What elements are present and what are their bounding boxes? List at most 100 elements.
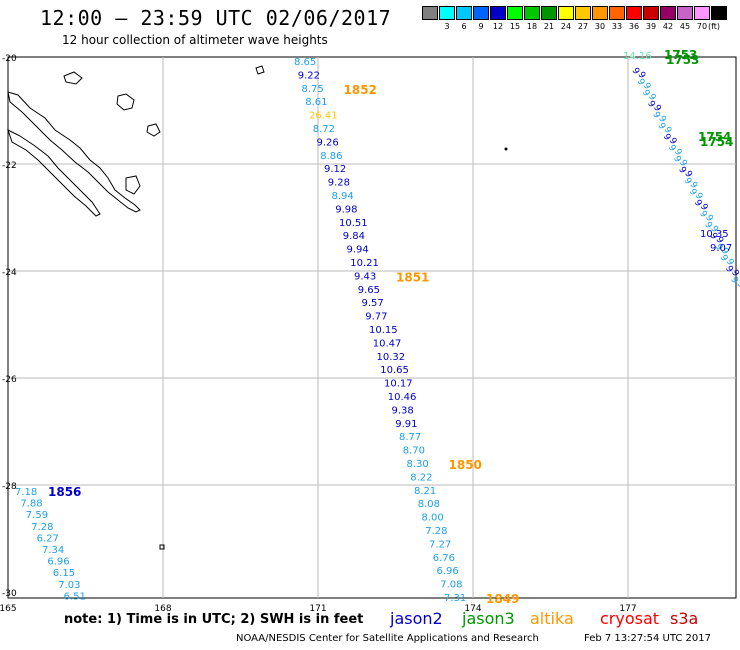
swh-value-label: 9: [640, 88, 652, 98]
swh-value-label: 10.35: [700, 229, 729, 240]
track-time-label: 1754: [698, 130, 731, 144]
swh-value-label: 9.65: [358, 285, 380, 296]
swh-value-label: 8.72: [313, 124, 335, 135]
swh-value-label: 9: [719, 246, 731, 256]
islet-ring-b: [255, 65, 265, 75]
loyalty-island-north: [116, 93, 135, 111]
loyalty-island-south: [125, 175, 141, 195]
lon-tick-label: 168: [154, 604, 171, 614]
swh-value-label: 9: [729, 268, 740, 278]
scale-swatch: [490, 6, 506, 20]
swh-value-label: 9.77: [365, 312, 387, 323]
swh-value-label: 10.17: [384, 379, 413, 390]
swh-value-label: 9: [723, 264, 735, 274]
swh-value-label: 26.41: [309, 111, 338, 122]
scale-swatch: [422, 6, 438, 20]
credit-line: NOAA/NESDIS Center for Satellite Applica…: [236, 633, 539, 644]
swh-value-label: 9: [692, 198, 704, 208]
swh-value-label: 7.08: [440, 580, 462, 591]
legend-jason3: jason3: [462, 609, 515, 628]
lat-tick-label: -30: [2, 589, 17, 599]
swh-value-label: 10.32: [377, 352, 406, 363]
swh-value-label: 6.27: [37, 533, 59, 544]
swh-value-label: 10.15: [369, 325, 398, 336]
swh-value-label: 9: [655, 121, 667, 131]
lon-tick-label: 171: [309, 604, 326, 614]
scale-label: 6: [461, 22, 467, 31]
scale-swatch: [626, 6, 642, 20]
scale-swatch: [711, 6, 727, 20]
swh-value-label: 9: [697, 209, 709, 219]
swh-value-label: 9: [718, 253, 730, 263]
coastline: [7, 65, 265, 550]
footnote: note: 1) Time is in UTC; 2) SWH is in fe…: [64, 612, 364, 627]
swh-value-label: 10.46: [388, 392, 417, 403]
swh-value-label: 9.26: [317, 137, 339, 148]
track-labels: 8.65 9.22 8.75 8.61 26.41 8.72 9.26 8.86 9.12 9.2…: [15, 48, 740, 606]
lat-tick-label: -20: [2, 54, 17, 64]
swh-value-label: 8.70: [403, 446, 425, 457]
swh-value-label: 9.94: [347, 245, 369, 256]
lon-tick-label: 165: [0, 604, 17, 614]
scale-swatch: [558, 6, 574, 20]
swh-value-label: 9: [713, 235, 725, 245]
swh-value-label: 8.86: [320, 151, 342, 162]
swh-value-label: 9.84: [343, 231, 365, 242]
scale-swatch: [507, 6, 523, 20]
scale-label: 18: [526, 22, 538, 31]
scale-label: 24: [560, 22, 572, 31]
scale-label: 42: [662, 22, 674, 31]
swh-value-label: 9.28: [328, 178, 350, 189]
swh-value-label: 9: [635, 77, 647, 87]
scale-swatch: [609, 6, 625, 20]
swh-value-label: 6.76: [433, 553, 455, 564]
legend-jason2: jason2: [390, 609, 443, 628]
scale-swatch: [592, 6, 608, 20]
swh-value-label: 9: [666, 143, 678, 153]
swh-value-label: 9.22: [298, 70, 320, 81]
scale-swatch: [524, 6, 540, 20]
scale-label: 30: [594, 22, 606, 31]
swh-value-label: 9.43: [354, 271, 376, 282]
swh-value-label: 9: [681, 176, 693, 186]
swh-value-label: 9: [708, 224, 720, 234]
swh-value-label: 9: [671, 154, 683, 164]
swh-value-label: 9: [724, 257, 736, 267]
page-title: 12:00 – 23:59 UTC 02/06/2017: [40, 6, 392, 30]
track-time-label: 1856: [48, 485, 81, 499]
swh-value-label: 9: [646, 92, 658, 102]
scale-label: 12: [492, 22, 504, 31]
legend-cryosat: cryosat: [600, 609, 660, 628]
scale-label: 15: [509, 22, 521, 31]
swh-value-label: 9: [656, 114, 668, 124]
swh-value-label: 9: [672, 147, 684, 157]
track-time-label: 1753: [666, 53, 699, 67]
scale-label: 70: [696, 22, 708, 31]
track-time-label: 1852: [344, 83, 377, 97]
swh-value-label: 9: [703, 213, 715, 223]
swh-value-label: 6.96: [47, 557, 69, 568]
swh-value-label: 9: [702, 220, 714, 230]
swh-value-label: 9: [661, 132, 673, 142]
swh-value-label: 9: [635, 70, 647, 80]
page-subtitle: 12 hour collection of altimeter wave hei…: [62, 33, 328, 47]
swh-value-label: 8.61: [305, 97, 327, 108]
lat-tick-label: -22: [2, 161, 17, 171]
scale-swatch: [439, 6, 455, 20]
swh-value-label: 9: [661, 125, 673, 135]
new-caledonia-coastline: [7, 91, 141, 213]
swh-value-label: 9.57: [362, 298, 384, 309]
swh-value-label: 8.94: [332, 191, 354, 202]
scale-swatch: [660, 6, 676, 20]
swh-value-label: 9: [687, 180, 699, 190]
swh-value-label: 9: [651, 103, 663, 113]
track-time-label: 1851: [396, 270, 429, 284]
swh-value-label: 6.15: [53, 568, 75, 579]
swh-value-label: 9: [687, 187, 699, 197]
swh-value-label: 9: [734, 279, 740, 289]
swh-value-label: 9.98: [335, 204, 357, 215]
swh-value-label: 9: [641, 81, 653, 91]
swh-value-label: 9: [667, 136, 679, 146]
track-time-label: 1754: [700, 135, 733, 149]
